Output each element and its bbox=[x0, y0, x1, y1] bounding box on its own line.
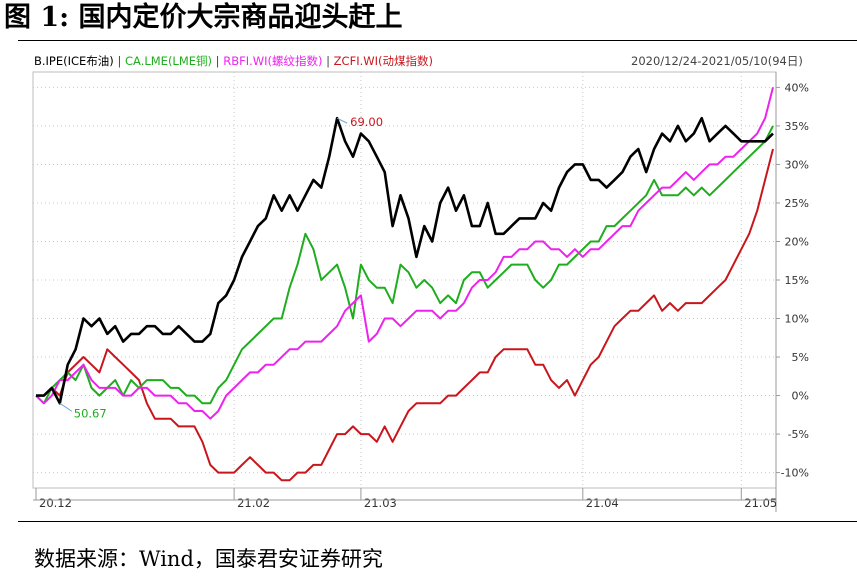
y-tick-label: 0% bbox=[792, 390, 809, 403]
series-line bbox=[35, 125, 774, 405]
title-rule bbox=[18, 40, 857, 41]
annotation-leader bbox=[59, 402, 73, 412]
y-tick-label: 40% bbox=[785, 81, 809, 94]
y-tick-label: 15% bbox=[785, 274, 809, 287]
series-line bbox=[35, 87, 774, 420]
x-tick-label: 21.03 bbox=[364, 496, 397, 510]
y-tick-label: 5% bbox=[792, 351, 809, 364]
figure-title: 图 1: 国内定价大宗商品迎头赶上 bbox=[4, 2, 403, 33]
y-tick-label: 20% bbox=[785, 235, 809, 248]
y-tick-label: 35% bbox=[785, 120, 809, 133]
y-tick-label: 30% bbox=[785, 158, 809, 171]
x-tick-label: 21.02 bbox=[237, 496, 270, 510]
annotation-label: 50.67 bbox=[74, 406, 107, 420]
annotation-label: 69.00 bbox=[350, 115, 383, 129]
y-tick-label: -10% bbox=[781, 467, 809, 480]
series-line bbox=[36, 116, 774, 405]
chart-legend: B.IPE(ICE布油) | CA.LME(LME铜) | RBFI.WI(螺纹… bbox=[34, 53, 433, 69]
x-tick-label: 21.04 bbox=[586, 496, 619, 510]
legend-separator: | bbox=[215, 54, 224, 68]
legend-item-brent[interactable]: B.IPE(ICE布油) bbox=[34, 54, 114, 68]
x-tick-label: 21.05 bbox=[744, 496, 777, 510]
source-note: 数据来源：Wind，国泰君安证券研究 bbox=[34, 547, 383, 571]
source-rule bbox=[18, 521, 857, 522]
legend-separator: | bbox=[117, 54, 125, 68]
annotation-leader bbox=[336, 117, 348, 124]
legend-item-copper[interactable]: CA.LME(LME铜) bbox=[125, 54, 213, 68]
y-tick-label: 25% bbox=[785, 197, 809, 210]
legend-separator: | bbox=[326, 54, 334, 68]
y-tick-label: -5% bbox=[788, 428, 809, 441]
y-tick-label: 10% bbox=[785, 313, 809, 326]
legend-item-coal[interactable]: ZCFI.WI(动煤指数) bbox=[333, 54, 433, 68]
date-range-label: 2020/12/24-2021/05/10(94日) bbox=[631, 54, 803, 68]
series-line bbox=[36, 148, 774, 482]
x-tick-label: 20.12 bbox=[39, 496, 72, 510]
legend-item-rebar[interactable]: RBFI.WI(螺纹指数) bbox=[223, 54, 323, 68]
